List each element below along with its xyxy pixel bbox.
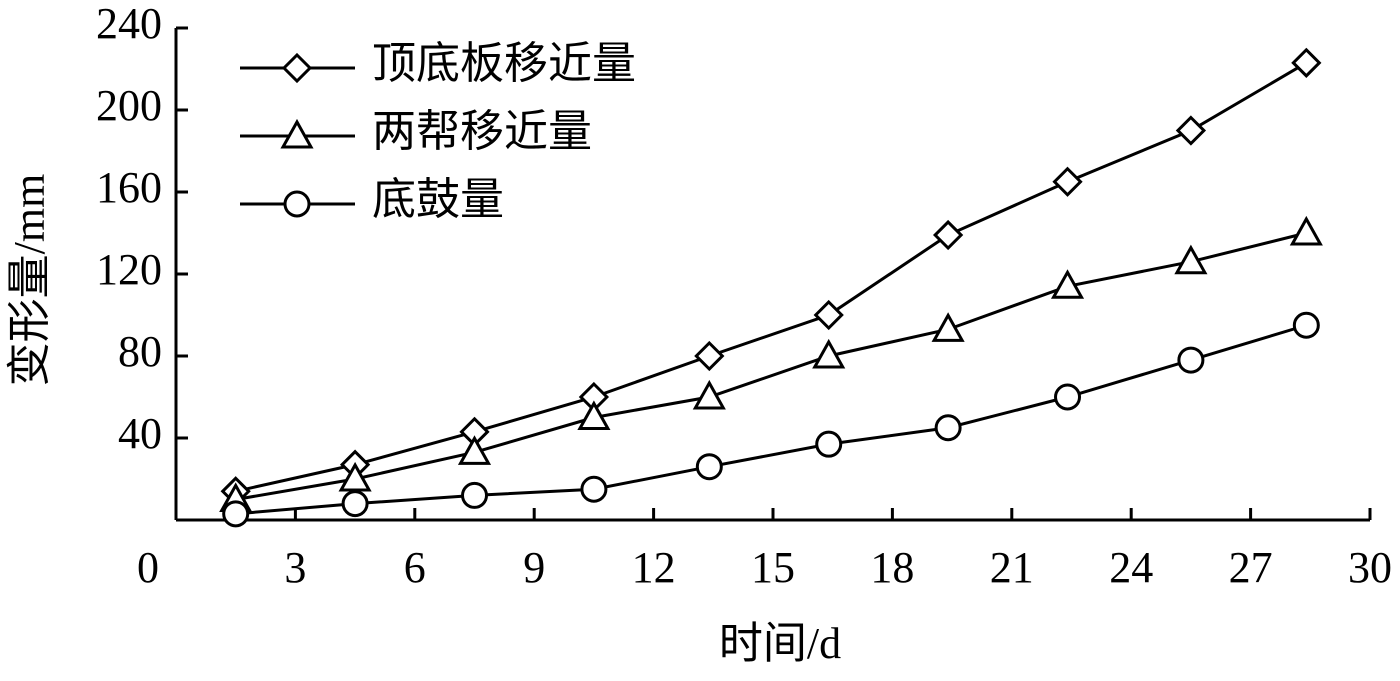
x-tick-label: 12 bbox=[632, 543, 676, 592]
series-line bbox=[235, 61, 1308, 493]
x-tick-label: 0 bbox=[137, 543, 159, 592]
x-tick-label: 3 bbox=[284, 543, 306, 592]
circle-marker bbox=[461, 481, 488, 509]
triangle-marker bbox=[280, 118, 314, 149]
triangle-marker bbox=[812, 338, 846, 369]
diamond-marker bbox=[813, 299, 844, 331]
series-line bbox=[235, 231, 1307, 501]
diamond-marker bbox=[1291, 47, 1322, 78]
x-tick-label: 21 bbox=[990, 543, 1034, 592]
legend-label: 顶底板移近量 bbox=[372, 39, 636, 88]
x-tick-label: 24 bbox=[1109, 543, 1153, 592]
triangle-marker bbox=[577, 400, 611, 430]
circle-marker bbox=[1177, 346, 1205, 374]
y-tick-label: 120 bbox=[96, 245, 162, 294]
circle-marker bbox=[1054, 383, 1082, 411]
triangle-marker bbox=[457, 435, 492, 465]
y-tick-label: 40 bbox=[118, 409, 162, 458]
y-tick-label: 160 bbox=[96, 163, 162, 212]
triangle-marker bbox=[692, 379, 726, 410]
legend-label: 两帮移近量 bbox=[372, 107, 592, 156]
triangle-marker bbox=[1174, 244, 1208, 275]
diamond-marker bbox=[281, 52, 313, 84]
circle-marker bbox=[222, 500, 250, 528]
circle-marker bbox=[815, 430, 843, 458]
circle-marker bbox=[695, 453, 723, 481]
legend-label: 底鼓量 bbox=[372, 175, 504, 224]
x-tick-label: 27 bbox=[1229, 543, 1273, 592]
x-axis-label: 时间/d bbox=[719, 619, 841, 668]
triangle-marker bbox=[338, 461, 372, 492]
diamond-marker bbox=[1175, 115, 1207, 146]
x-tick-label: 9 bbox=[523, 543, 545, 592]
x-tick-label: 18 bbox=[870, 543, 914, 592]
x-tick-label: 15 bbox=[751, 543, 795, 592]
y-axis-label: 变形量/mm bbox=[5, 174, 54, 387]
series-line bbox=[235, 323, 1307, 516]
circle-marker bbox=[283, 190, 311, 218]
circle-marker bbox=[580, 475, 608, 503]
diamond-marker bbox=[1052, 166, 1083, 197]
x-tick-label: 6 bbox=[404, 543, 426, 592]
y-tick-label: 240 bbox=[96, 0, 162, 48]
y-tick-label: 80 bbox=[118, 327, 162, 376]
x-tick-label: 30 bbox=[1348, 543, 1392, 592]
diamond-marker bbox=[932, 219, 964, 251]
circle-marker bbox=[934, 414, 962, 442]
circle-marker bbox=[1292, 311, 1320, 339]
triangle-marker bbox=[1050, 269, 1085, 299]
triangle-marker bbox=[931, 312, 965, 342]
y-tick-label: 200 bbox=[96, 81, 162, 130]
triangle-marker bbox=[1289, 215, 1323, 246]
diamond-marker bbox=[694, 340, 725, 372]
circle-marker bbox=[341, 490, 369, 518]
